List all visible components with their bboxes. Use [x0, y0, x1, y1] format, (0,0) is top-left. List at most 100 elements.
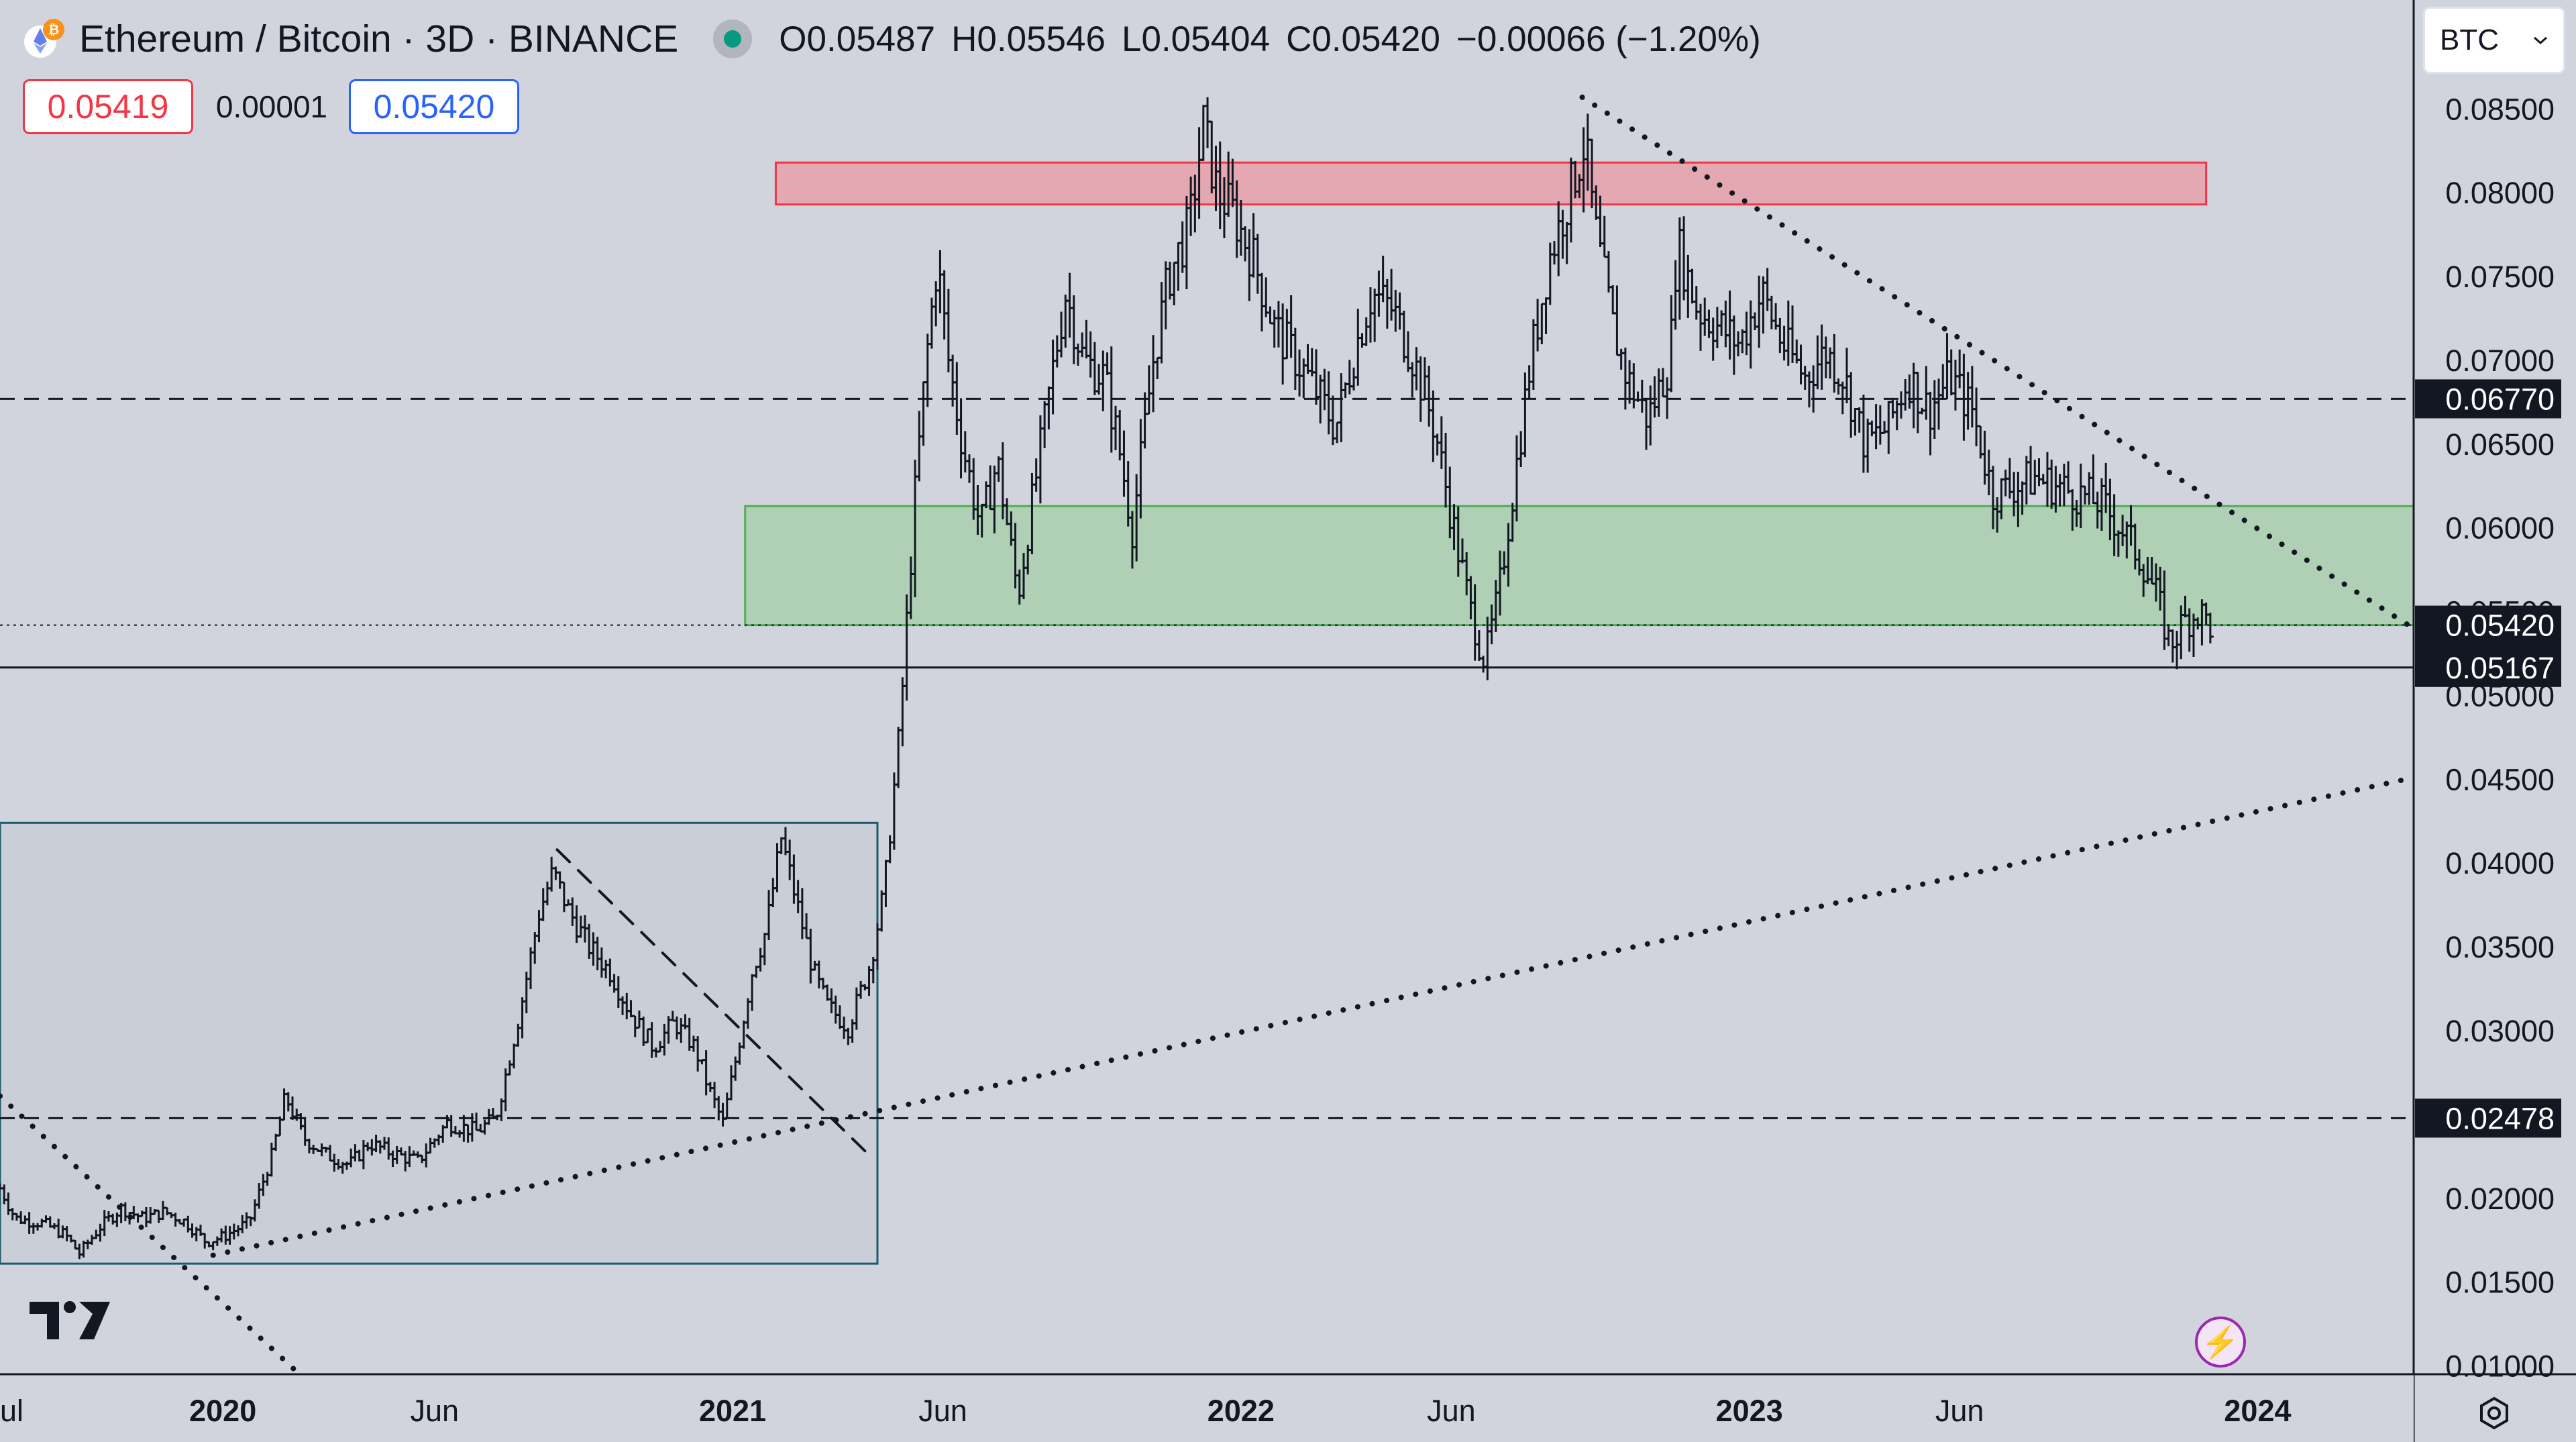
ohlc-bar: [1145, 365, 1152, 415]
ohlc-bar: [1768, 295, 1775, 329]
ohlc-bar: [1647, 385, 1654, 446]
ohlc-bar: [1835, 378, 1842, 395]
ohlc-bar: [1087, 331, 1094, 378]
ohlc-bar: [1538, 303, 1546, 345]
ohlc-bar: [1095, 364, 1103, 395]
ohlc-bar: [1659, 368, 1666, 398]
buy-button[interactable]: 0.05420: [349, 79, 519, 134]
trend-line-2: [0, 1093, 303, 1377]
ohlc-bar: [1542, 297, 1550, 334]
ohlc-bar: [2206, 613, 2214, 643]
gear-icon[interactable]: [2475, 1394, 2513, 1432]
ohlc-bar: [1179, 221, 1186, 273]
ohlc-bar: [1776, 317, 1784, 354]
ohlc-bar: [920, 381, 927, 446]
ohlc-bar: [1480, 656, 1487, 673]
ohlc-bar: [1914, 372, 1921, 433]
ohlc-bar: [1713, 307, 1721, 348]
ohlc-bar: [932, 281, 940, 327]
market-status-icon[interactable]: [713, 19, 753, 58]
ohlc-bar: [1338, 373, 1345, 443]
ohlc-bar: [1366, 287, 1374, 343]
ohlc-bar: [1434, 433, 1441, 456]
ohlc-bar: [1617, 348, 1625, 370]
ohlc-bar: [1334, 421, 1341, 444]
ohlc-bar: [1630, 363, 1638, 409]
ohlc-bar: [1271, 309, 1278, 348]
ohlc-bar: [1601, 215, 1608, 258]
ohlc-bar: [1396, 292, 1403, 330]
y-tick-label: 0.07000: [2445, 344, 2555, 378]
ohlc-bar: [2048, 459, 2055, 509]
ohlc-bar: [1860, 395, 1867, 473]
ohlc-bar: [1747, 300, 1754, 369]
ohlc-bar: [1442, 433, 1450, 508]
price-badge-label: 0.05420: [2445, 609, 2555, 643]
ohlc-bar: [936, 250, 944, 314]
ohlc-bar: [1697, 303, 1705, 351]
ohlc-bar: [1927, 391, 1934, 456]
close-label: C: [1286, 19, 1312, 59]
ohlc-bar: [1638, 379, 1646, 413]
ohlc-bar: [1325, 371, 1332, 435]
ohlc-bar: [1162, 261, 1169, 329]
y-tick-label: 0.01000: [2445, 1349, 2555, 1384]
y-tick-label: 0.02000: [2445, 1182, 2555, 1216]
x-tick-label: Jun: [1935, 1394, 1984, 1428]
ohlc-bar: [1296, 349, 1303, 397]
ohlc-bar: [1889, 398, 1896, 419]
ohlc-bar: [1254, 234, 1261, 294]
x-tick-label: Jun: [1427, 1394, 1476, 1428]
ohlc-bar: [1250, 213, 1257, 278]
ohlc-bar: [1112, 405, 1120, 450]
price-badge-label: 0.05167: [2445, 651, 2555, 685]
ohlc-bar: [1651, 376, 1658, 418]
ohlc-bar: [1947, 349, 1955, 396]
lightning-icon[interactable]: ⚡: [2195, 1317, 2246, 1368]
ohlc-bar: [1726, 290, 1733, 360]
ohlc-bar: [1267, 306, 1274, 325]
sell-button[interactable]: 0.05419: [23, 79, 193, 134]
ohlc-bar: [1426, 366, 1433, 427]
ohlc-bar: [1672, 260, 1679, 330]
ohlc-bar: [1083, 319, 1090, 359]
ohlc-bar: [2043, 452, 2051, 507]
ohlc-bar: [1981, 430, 1988, 485]
ohlc-bar: [1350, 367, 1358, 391]
x-tick-label: Jun: [410, 1394, 459, 1428]
ohlc-bar: [1814, 335, 1821, 390]
ohlc-bar: [1797, 344, 1805, 384]
ohlc-bar: [1668, 295, 1675, 393]
ohlc-bar: [916, 411, 923, 482]
currency-select[interactable]: BTC: [2423, 7, 2565, 74]
ohlc-bar: [1534, 299, 1542, 352]
ohlc-bar: [1263, 277, 1270, 317]
ohlc-bar: [1643, 399, 1650, 450]
ohlc-bar: [895, 727, 902, 788]
ohlc-bar: [995, 456, 1002, 482]
svg-text:₿: ₿: [48, 23, 59, 38]
ohlc-bar: [1609, 285, 1617, 315]
ohlc-bar: [1705, 309, 1713, 338]
ohlc-bar: [2090, 454, 2097, 505]
ohlc-bar: [1346, 360, 1353, 395]
ohlc-bar: [1613, 285, 1621, 356]
open-value: 0.05487: [806, 19, 936, 59]
trend-line-1: [210, 774, 2416, 1258]
ohlc-bar: [1116, 410, 1124, 461]
ohlc-bar: [1939, 364, 1947, 400]
ohlc-bar: [1626, 360, 1633, 404]
ohlc-bar: [1935, 378, 1943, 430]
symbol-title[interactable]: Ethereum / Bitcoin · 3D · BINANCE: [79, 17, 679, 60]
ohlc-bar: [1430, 390, 1437, 462]
ohlc-bar: [2165, 624, 2172, 647]
ohlc-series: [0, 97, 2214, 1259]
tradingview-logo[interactable]: [30, 1299, 110, 1342]
ohlc-bar: [1237, 199, 1244, 256]
ohlc-bar: [1062, 295, 1069, 348]
price-badge: [2415, 379, 2561, 419]
range-zone: [0, 821, 879, 1265]
ohlc-bar: [1120, 430, 1128, 497]
